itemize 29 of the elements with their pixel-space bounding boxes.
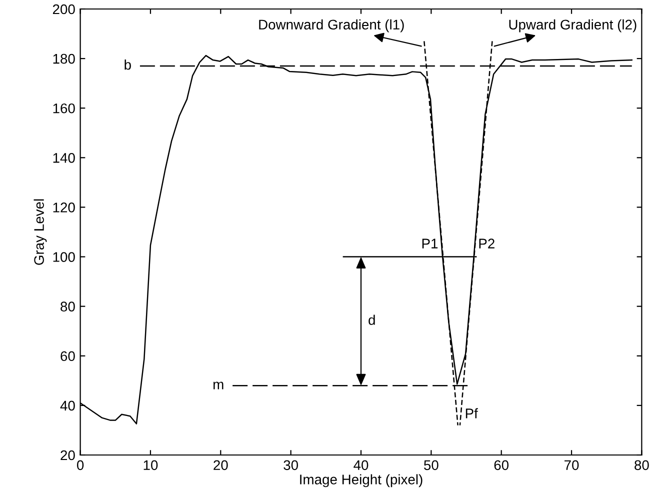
x-tick-label: 30 (284, 460, 298, 470)
y-tick-label: 200 (52, 4, 75, 14)
y-tick-label: 100 (53, 252, 75, 262)
y-tick-label: 40 (60, 400, 75, 411)
annotation: Downward Gradient (l1) (259, 19, 404, 32)
y-tick-label: 120 (53, 202, 75, 212)
x-tick-label: 10 (144, 460, 158, 470)
x-tick-label: 50 (424, 460, 438, 470)
annotation: Pf (466, 408, 478, 418)
series-label: m (214, 382, 224, 390)
series-label: b (124, 60, 131, 70)
y-axis-title: Gray Level (34, 199, 47, 265)
x-axis-title: Image Height (pixel) (300, 474, 422, 488)
y-tick-label: 140 (53, 153, 75, 163)
annotation: P2 (479, 238, 494, 248)
x-tick-label: 80 (634, 460, 649, 470)
annotation: P1 (422, 238, 438, 248)
y-tick-label: 80 (60, 302, 75, 312)
y-tick-label: 60 (60, 351, 75, 362)
annotation: d (368, 314, 375, 325)
y-tick-label: 160 (53, 103, 75, 114)
x-tick-label: 40 (354, 460, 368, 470)
x-tick-label: 20 (214, 460, 228, 470)
x-tick-label: 70 (564, 460, 579, 470)
x-tick-label: 60 (494, 460, 509, 470)
y-tick-label: 180 (53, 54, 75, 64)
x-tick-label: 0 (76, 460, 84, 470)
y-tick-label: 20 (60, 450, 75, 460)
annotation: Upward Gradient (l2) (509, 19, 636, 32)
